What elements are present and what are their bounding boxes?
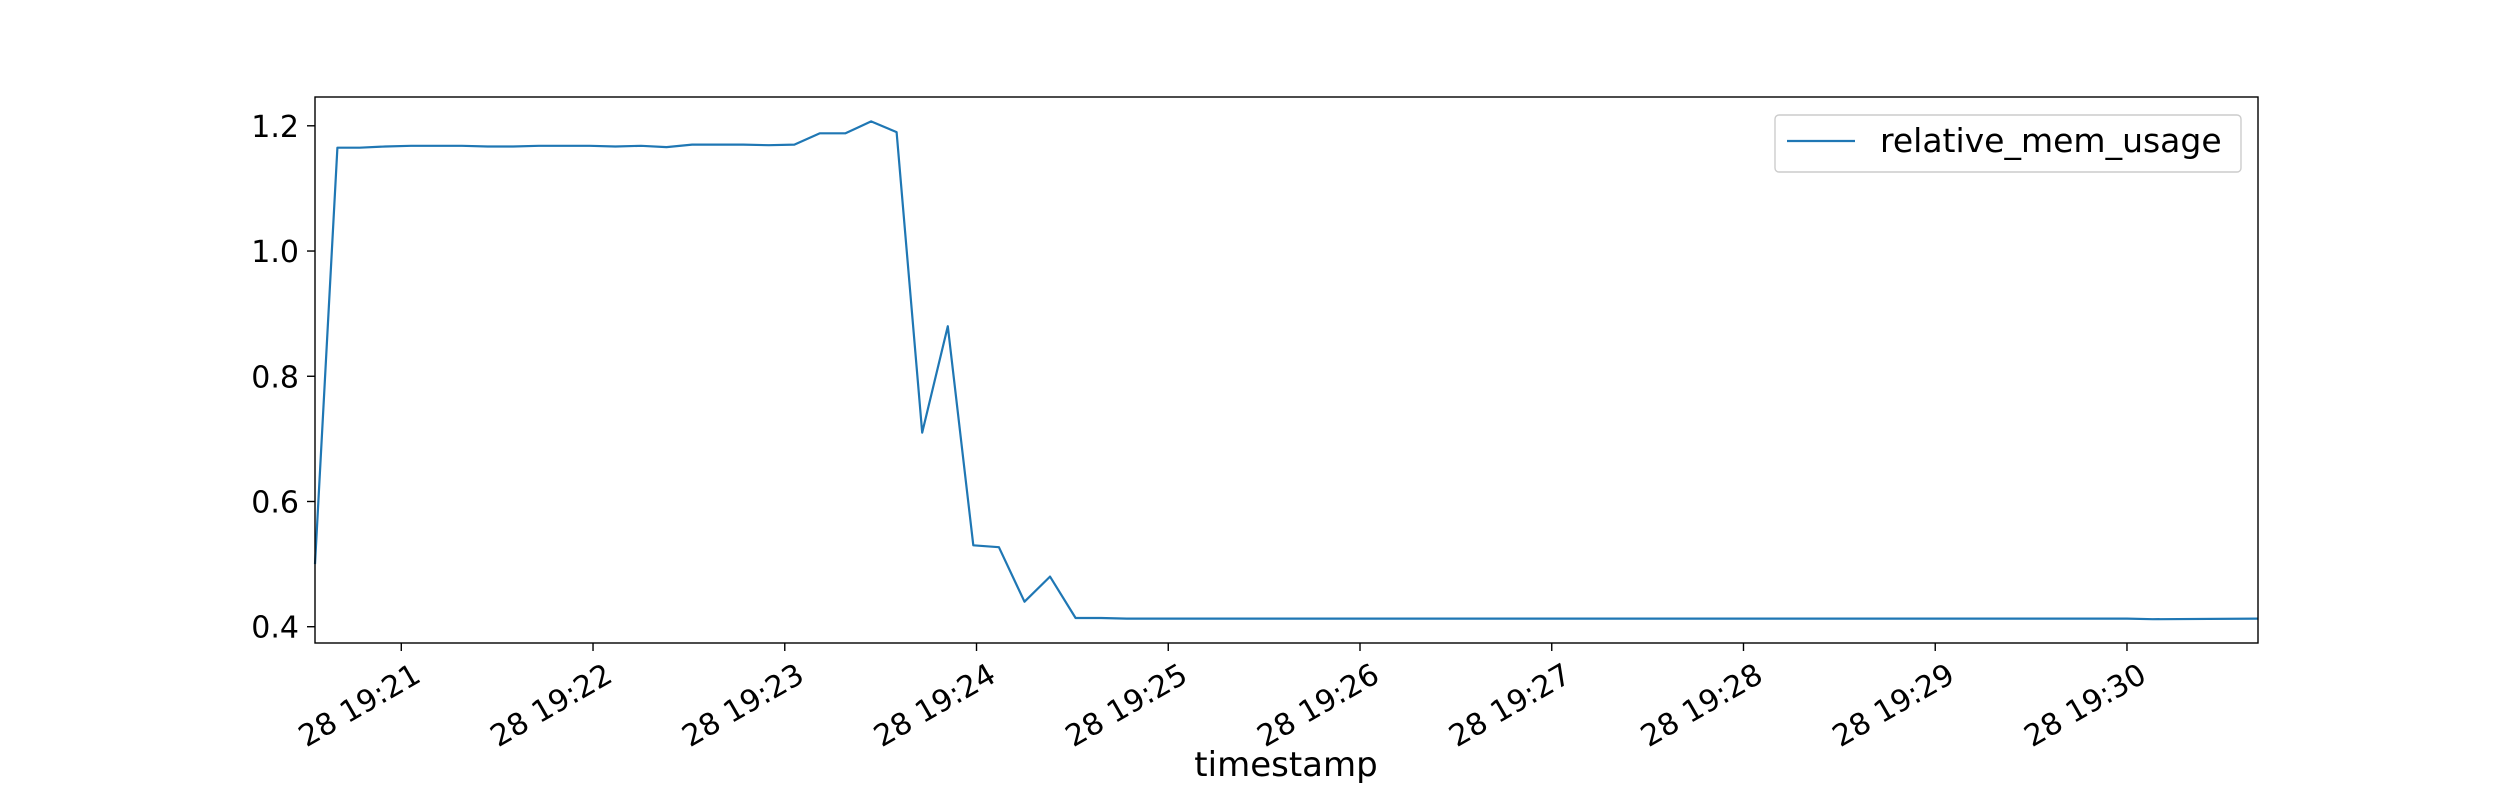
legend: relative_mem_usage <box>1774 114 2242 173</box>
y-tick-label: 1.2 <box>251 110 299 145</box>
series-line-relative-mem-usage <box>313 120 2259 621</box>
plot-frame <box>314 96 2259 644</box>
y-tick-label: 0.4 <box>251 611 299 646</box>
legend-label: relative_mem_usage <box>1880 121 2222 160</box>
legend-box <box>1774 114 2242 173</box>
y-tick-label: 1.0 <box>251 235 299 270</box>
y-tick-label: 0.8 <box>251 360 299 395</box>
y-tick-label: 0.6 <box>251 485 299 520</box>
y-axis-ticks: 0.4 0.6 0.8 1.0 1.2 <box>251 110 315 646</box>
x-axis-label: timestamp <box>1194 745 1377 785</box>
